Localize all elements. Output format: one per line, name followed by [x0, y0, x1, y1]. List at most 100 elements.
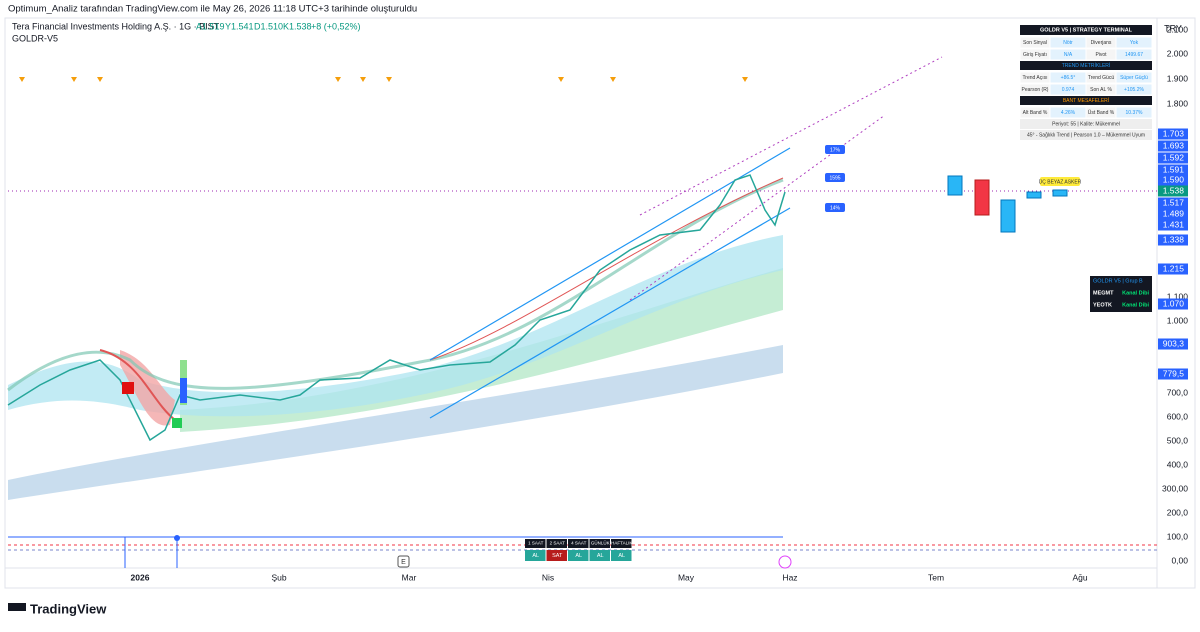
logo: TradingView [30, 601, 107, 616]
price-badge-label: 1.592 [1163, 152, 1185, 162]
terminal-cell-text: N/A [1064, 52, 1073, 58]
terminal-footer [1020, 119, 1152, 129]
terminal-section-text: TREND METRİKLERİ [1062, 62, 1111, 69]
group-status: Kanal Dibi [1122, 302, 1149, 308]
price-path [7, 174, 786, 442]
price-tick-label: 700,0 [1167, 387, 1189, 397]
price-badge-label: 779,5 [1163, 368, 1185, 378]
price-badge [1158, 208, 1188, 220]
terminal-title: GOLDR V5 | STRATEGY TERMINAL [1040, 27, 1133, 33]
terminal-cell-text: Pearson (R) [1022, 87, 1049, 93]
price-tick-label: 300,00 [1162, 483, 1188, 493]
channel-lower [429, 207, 791, 419]
terminal-cell [1115, 106, 1153, 119]
mtf-signal-text: AL [597, 553, 604, 559]
terminal-footer [1020, 130, 1152, 140]
symbol-name: Tera Financial Investments Holding A.Ş. … [12, 21, 220, 31]
terminal-section [1020, 61, 1152, 70]
time-tick-label: Şub [271, 572, 286, 582]
low: D1.510 [254, 21, 283, 31]
lower-band [8, 345, 783, 500]
time-tick-label: Ağu [1072, 572, 1087, 582]
event-box[interactable] [397, 555, 410, 568]
buy-marker [172, 418, 182, 428]
price-tick-label: 2.100 [1167, 24, 1189, 34]
mtf-signal [611, 550, 632, 561]
event-icon[interactable] [778, 555, 792, 569]
terminal-cell [1115, 36, 1153, 49]
price-tick-label: 600,0 [1167, 411, 1189, 421]
price-badge [1158, 164, 1188, 176]
terminal-cell-text: Alt Band % [1023, 110, 1048, 116]
pct-label: 1595 [829, 175, 840, 181]
projection-upper [639, 56, 943, 216]
price-badge [1158, 368, 1188, 380]
forecast-candle [1000, 199, 1016, 233]
mtf-signal [546, 550, 567, 561]
price-tick-label: 2.000 [1167, 48, 1189, 58]
light-band [8, 235, 783, 417]
group-symbol: MEGMT [1093, 290, 1114, 296]
terminal-cell-text: Pivot [1095, 52, 1107, 58]
terminal-cell [1115, 83, 1153, 96]
event-label: E [401, 559, 406, 566]
pattern-label: ÜÇ BEYAZ ASKER [1039, 178, 1082, 185]
terminal-cell-text: Diverjans [1091, 40, 1112, 46]
pct-box [825, 145, 845, 154]
terminal-cell-text: +86.5° [1061, 75, 1076, 81]
forecast-candle [947, 175, 963, 196]
mtf-header-text: 4 SAAT [571, 541, 586, 546]
pattern-label-box [1040, 177, 1080, 186]
price-tick-label: 0,00 [1171, 555, 1188, 565]
price-badge [1158, 152, 1188, 164]
close: K1.538 [283, 21, 312, 31]
price-badge [1158, 298, 1188, 310]
price-badge [1158, 185, 1188, 197]
chart-frame [4, 17, 1196, 589]
terminal-cell-text: 10.37% [1126, 110, 1144, 116]
price-badge-label: 1.591 [1163, 164, 1185, 174]
price-badge-label: 1.070 [1163, 298, 1185, 308]
mtf-header [568, 539, 589, 548]
price-badge [1158, 338, 1188, 350]
time-tick-label: Tem [928, 572, 944, 582]
channel-upper [429, 147, 791, 361]
signal-bar [180, 378, 187, 403]
time-tick-label: 2026 [131, 572, 150, 582]
price-badge-label: 1.693 [1163, 140, 1185, 150]
time-tick-label: Mar [402, 572, 417, 582]
mtf-header-text: HAFTALIK [611, 541, 632, 546]
price-tick-label: 400,0 [1167, 459, 1189, 469]
terminal-cell-text: Son AL % [1090, 87, 1112, 93]
price-badge [1158, 174, 1188, 186]
terminal-cell [1115, 71, 1153, 84]
attribution: Optimum_Analiz tarafından TradingView.co… [8, 4, 417, 15]
price-badge-label: 1.703 [1163, 128, 1185, 138]
forecast-candle [1052, 189, 1068, 197]
terminal-footer-text: Periyot: 55 | Kalite: Mükemmel [1052, 121, 1120, 127]
time-tick-label: May [678, 572, 695, 582]
terminal-cell-text: 1499.67 [1125, 52, 1143, 58]
terminal-cell-text: +105.2% [1124, 87, 1144, 93]
change: +8 (+0,52%) [311, 21, 361, 31]
price-tick-label: 1.800 [1167, 98, 1189, 108]
time-tick-label: Nis [542, 572, 554, 582]
terminal-section-text: BANT MESAFELERİ [1063, 97, 1109, 104]
pct-label: 17% [830, 147, 841, 153]
indicator-name: GOLDR-V5 [12, 33, 58, 43]
price-badge-label: 1.338 [1163, 234, 1185, 244]
mtf-signal [525, 550, 546, 561]
forecast-candle [1026, 191, 1042, 199]
forecast-candle [974, 179, 990, 216]
terminal-cell-text: Süper Güçlü [1120, 75, 1148, 81]
high: Y1.541 [225, 21, 254, 31]
price-tick-label: 500,0 [1167, 435, 1189, 445]
mtf-signal-text: AL [532, 553, 539, 559]
mtf-header [589, 539, 610, 548]
price-tick-label: 1.000 [1167, 315, 1189, 325]
mtf-signal [568, 550, 589, 561]
price-badge-label: 1.431 [1163, 219, 1185, 229]
logo-icon [8, 603, 26, 611]
price-badge-label: 1.215 [1163, 263, 1185, 273]
